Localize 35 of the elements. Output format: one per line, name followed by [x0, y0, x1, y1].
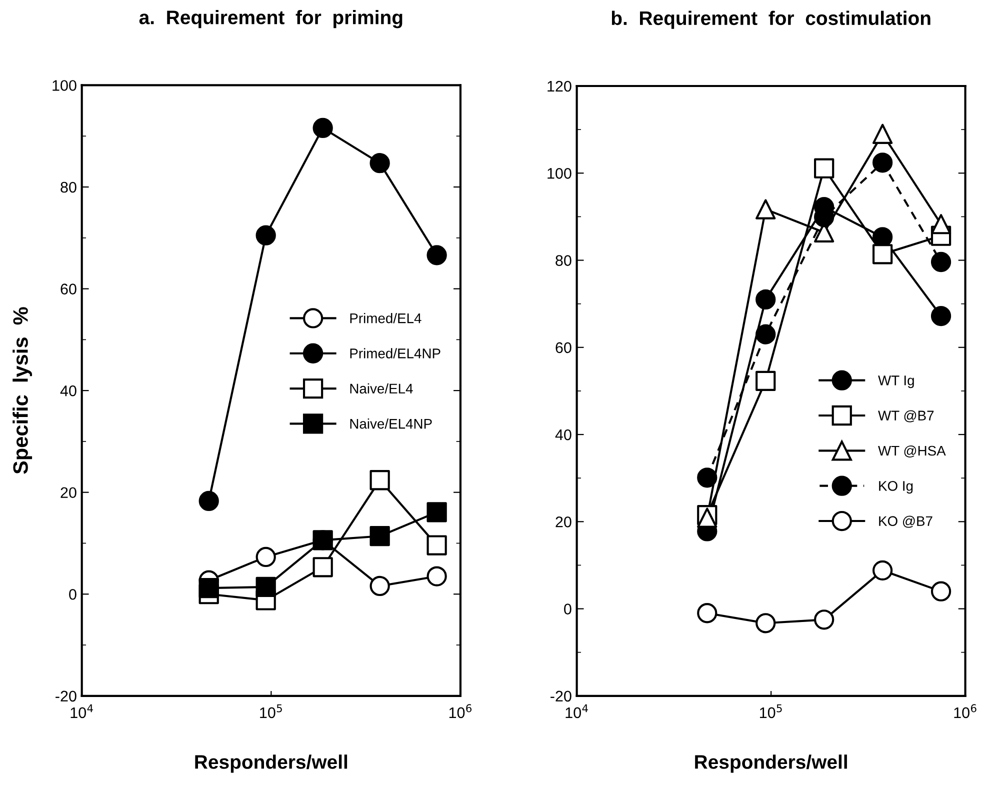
y-axis-title: Specific lysis % [12, 307, 32, 474]
y-tick-label: 40 [60, 385, 76, 396]
legend-label: Naive/EL4 [350, 383, 413, 394]
x-tick-label: 10$^{5}$ [760, 704, 782, 718]
chart-title: b. Requirement for costimulation [612, 10, 930, 29]
chart-title: a. Requirement for priming [139, 10, 402, 28]
x-axis-title: Responders/well [695, 754, 847, 773]
y-tick-label: 60 [60, 284, 76, 294]
y-tick-label: 20 [60, 487, 76, 498]
legend-label: Primed/EL4NP [350, 348, 440, 358]
y-tick-label: -20 [550, 690, 572, 702]
y-tick-label: 100 [548, 168, 572, 179]
legend-label: Naive/EL4NP [350, 418, 432, 429]
x-tick-label: 10$^{5}$ [260, 704, 282, 718]
legend-label: WT @HSA [878, 445, 946, 458]
legend-label: KO Ig [879, 481, 913, 494]
y-tick-label: 0 [564, 604, 572, 614]
y-tick-label: -20 [56, 690, 76, 702]
y-tick-label: 100 [52, 80, 76, 91]
x-axis-title: Responders/well [195, 754, 348, 773]
x-tick-label: 10$^{6}$ [954, 704, 976, 718]
y-tick-label: 0 [69, 588, 76, 600]
x-tick-label: 10$^{6}$ [449, 704, 472, 718]
legend-label: KO @B7 [879, 516, 932, 528]
legend-label: WT Ig [878, 376, 914, 388]
legend-label: WT @B7 [878, 410, 934, 422]
y-tick-label: 80 [556, 255, 572, 266]
x-tick-label: 10$^{4}$ [566, 704, 588, 718]
y-tick-label: 40 [555, 429, 572, 440]
y-tick-label: 80 [60, 182, 76, 193]
x-tick-label: 10$^{4}$ [70, 704, 93, 718]
y-tick-label: 20 [556, 516, 572, 528]
y-tick-label: 60 [556, 342, 572, 354]
legend-label: Primed/EL4 [350, 313, 422, 324]
y-tick-label: 120 [548, 80, 572, 92]
